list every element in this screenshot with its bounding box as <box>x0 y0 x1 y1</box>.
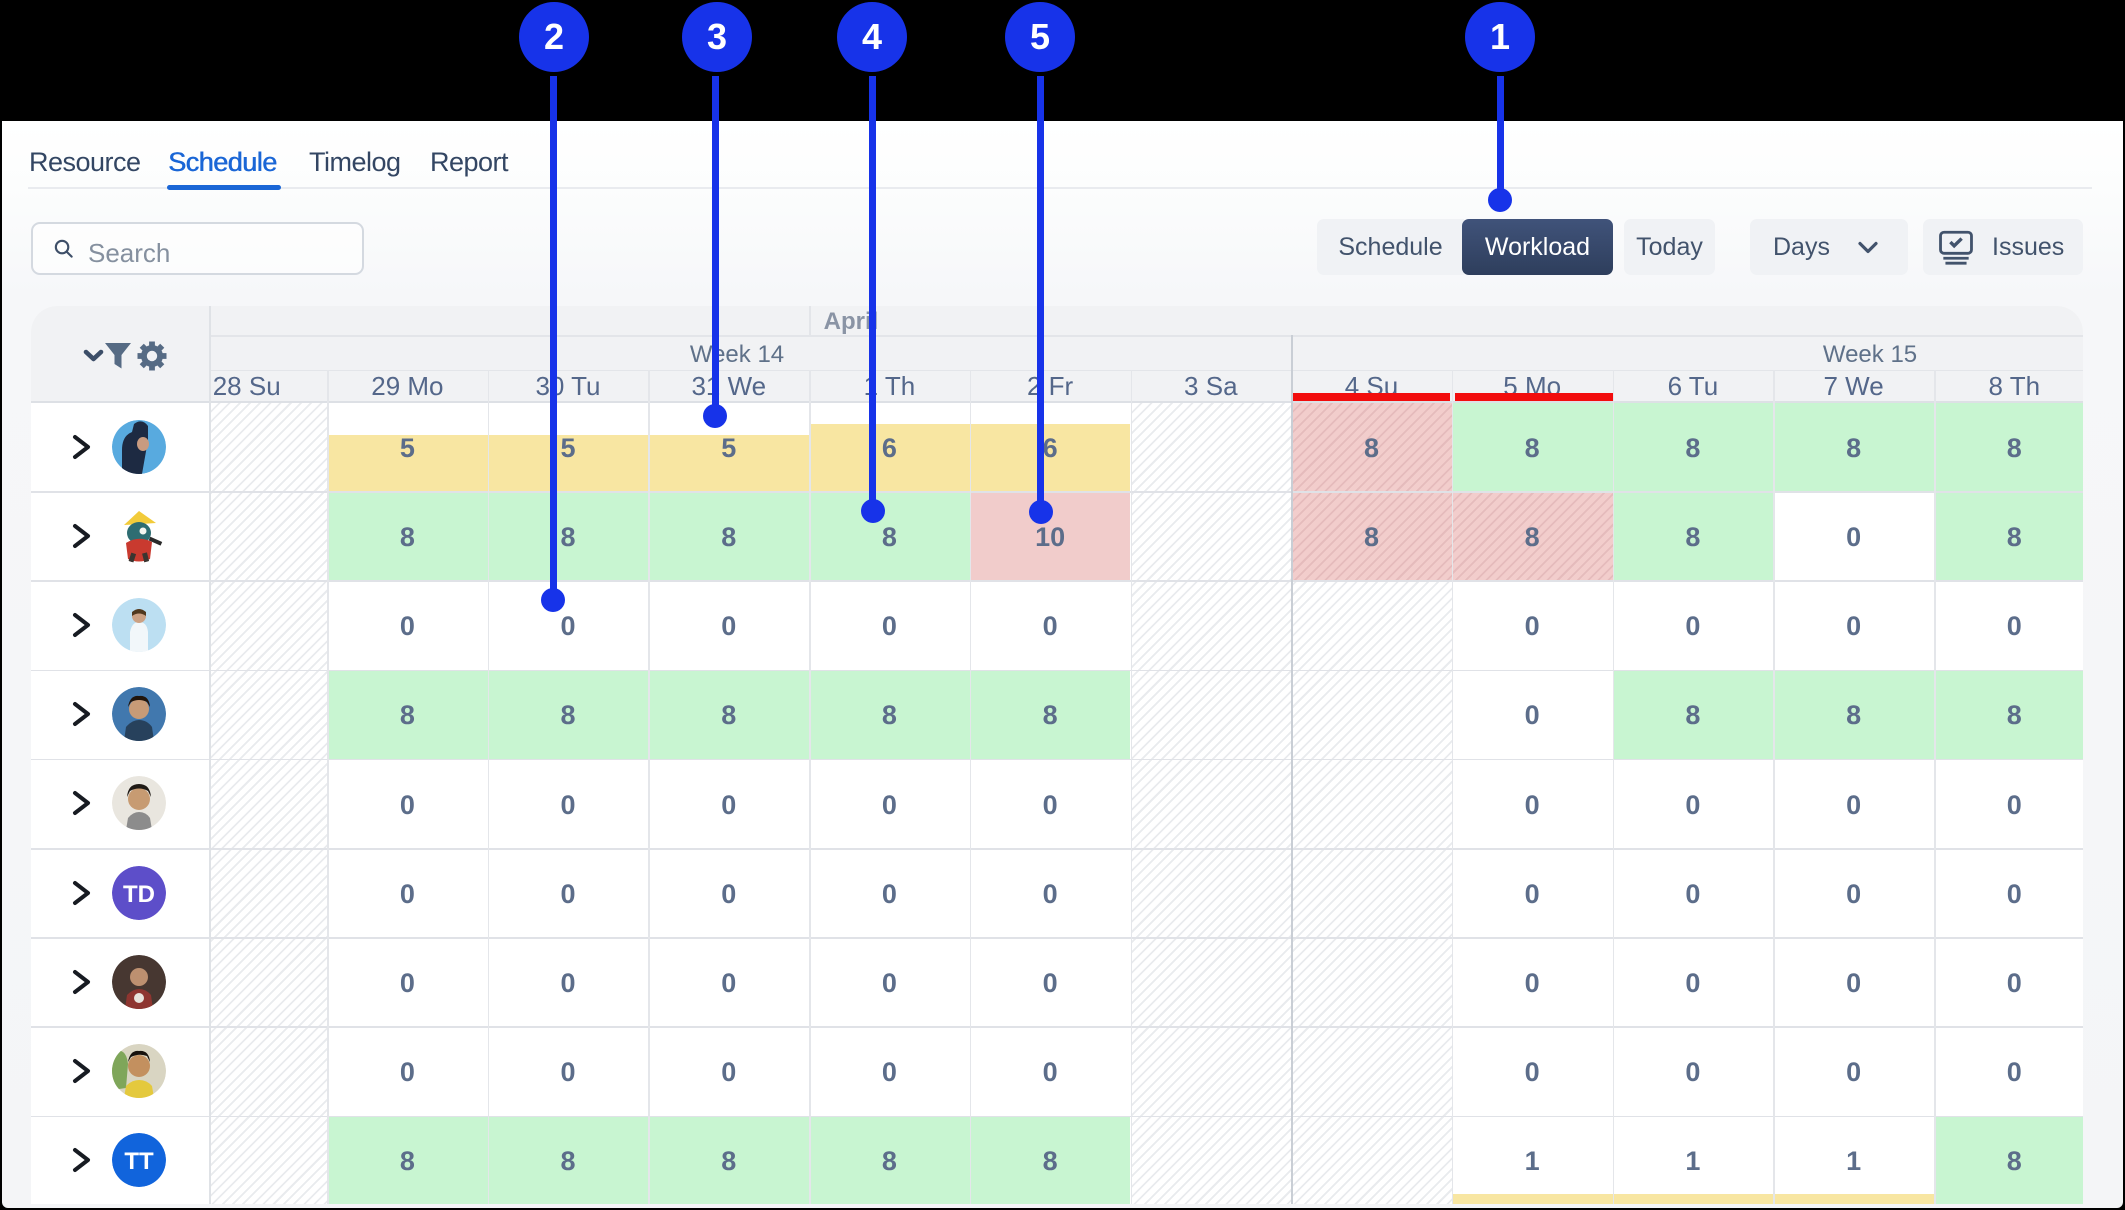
svg-text:TD: TD <box>123 881 155 908</box>
svg-text:TT: TT <box>124 1148 154 1175</box>
